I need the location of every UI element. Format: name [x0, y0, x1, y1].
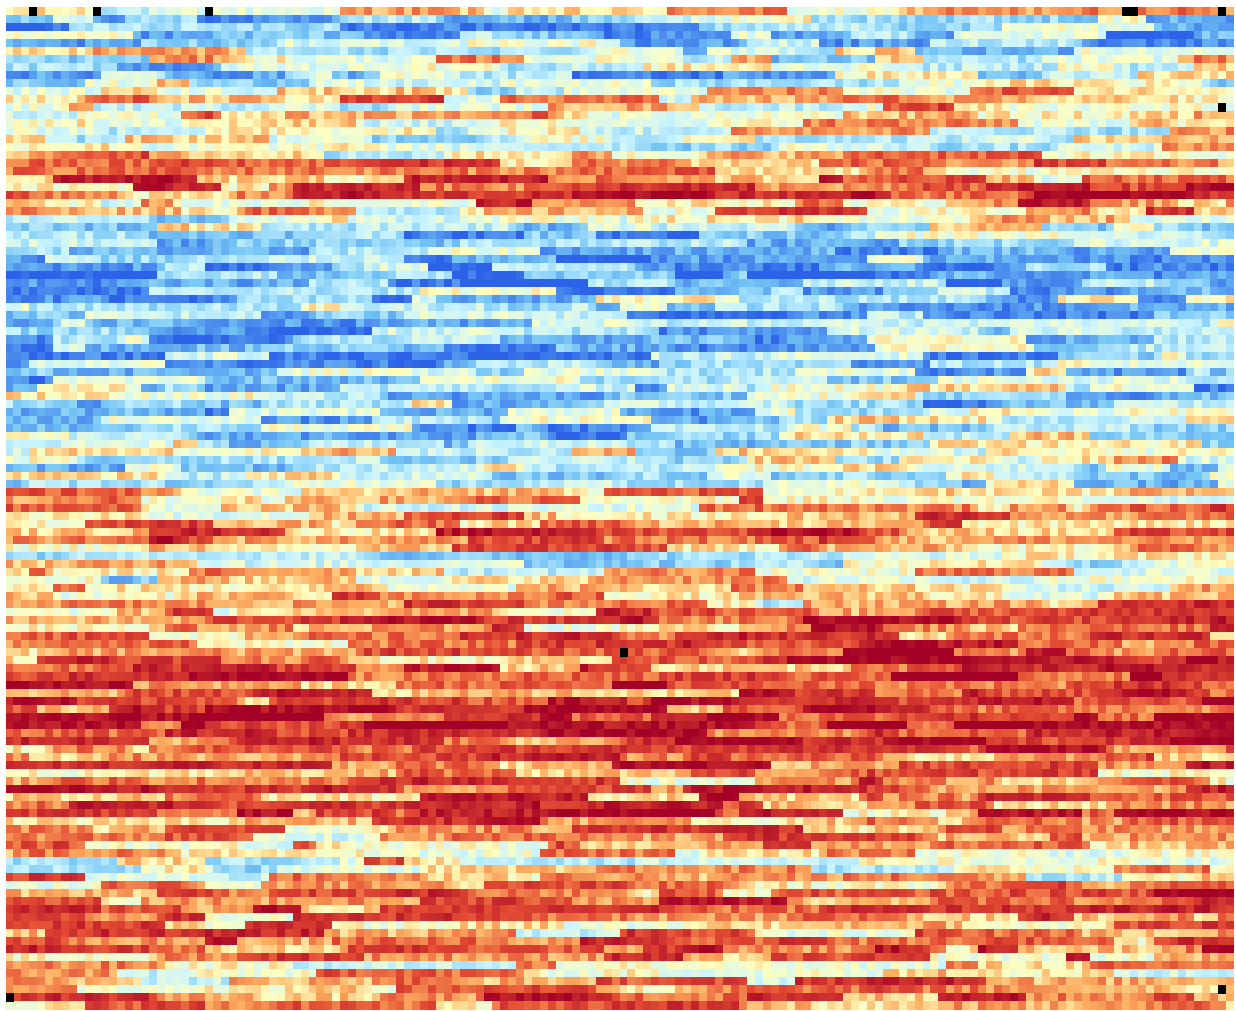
heatmap-chart: [6, 7, 1234, 1010]
heatmap-cells: [6, 7, 1234, 1010]
